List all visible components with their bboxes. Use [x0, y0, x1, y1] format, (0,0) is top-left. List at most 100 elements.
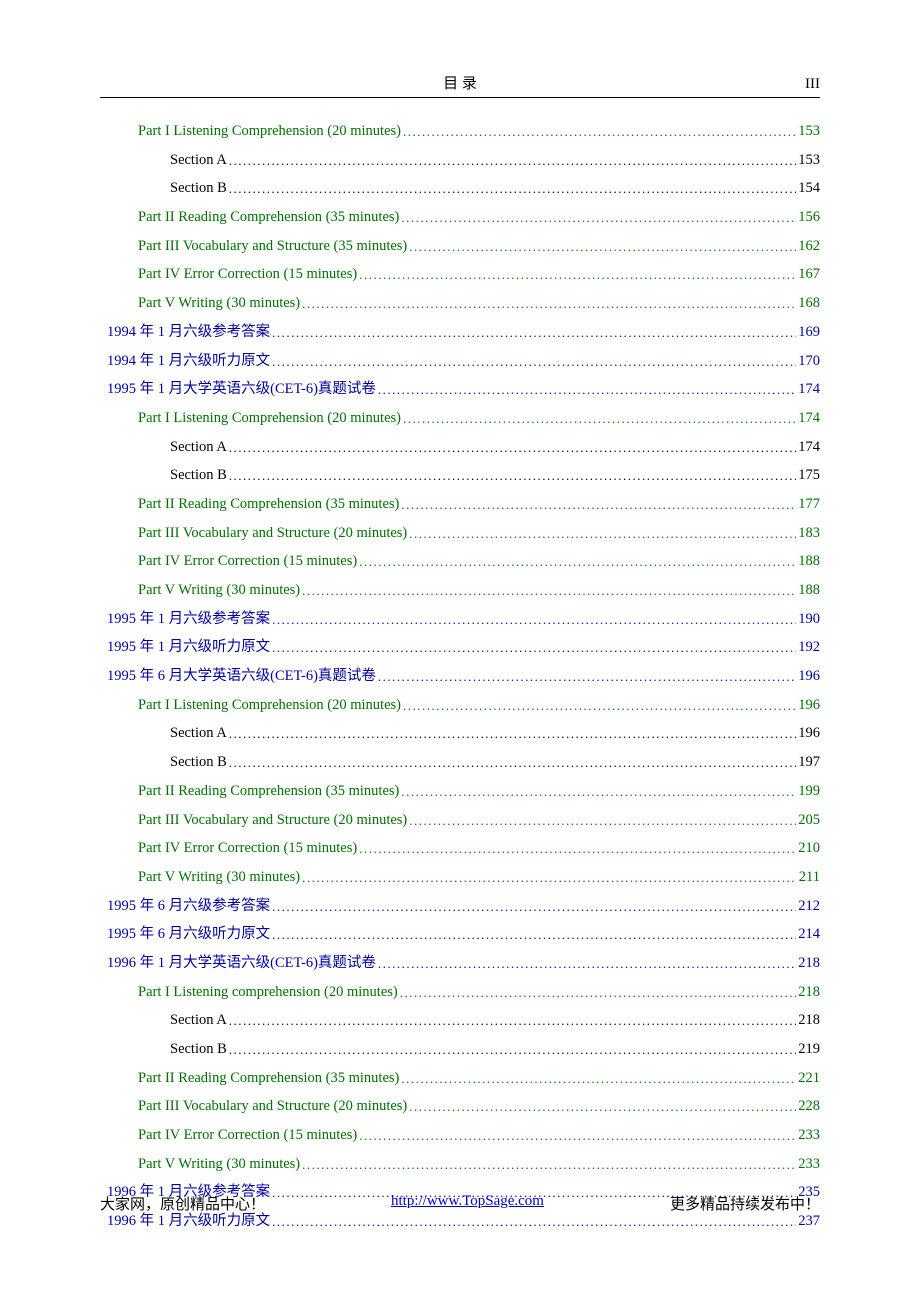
toc-entry[interactable]: Part II Reading Comprehension (35 minute… [100, 497, 820, 512]
toc-entry[interactable]: 1994 年 1 月六级听力原文 170 [100, 354, 820, 369]
toc-entry[interactable]: 1996 年 1 月大学英语六级(CET-6)真题试卷218 [100, 956, 820, 971]
toc-entry-page: 168 [798, 296, 820, 311]
toc-entry[interactable]: Part II Reading Comprehension (35 minute… [100, 1071, 820, 1086]
toc-entry-page: 192 [798, 640, 820, 655]
toc-leader-dots [272, 355, 796, 368]
toc-entry[interactable]: Part IV Error Correction (15 minutes) 210 [100, 841, 820, 856]
toc-leader-dots [272, 641, 796, 654]
toc-entry[interactable]: 1995 年 1 月大学英语六级(CET-6)真题试卷 174 [100, 382, 820, 397]
toc-entry-page: 175 [798, 468, 820, 483]
toc-entry-label: Section B [170, 755, 227, 770]
toc-leader-dots [302, 297, 796, 310]
toc-entry[interactable]: Section B 219 [100, 1042, 820, 1057]
toc-entry[interactable]: Part V Writing (30 minutes)211 [100, 870, 820, 885]
toc-entry[interactable]: Section B154 [100, 181, 820, 196]
toc-entry-label: Part V Writing (30 minutes) [138, 296, 300, 311]
toc-entry-page: 183 [798, 526, 820, 541]
toc-leader-dots [409, 240, 796, 253]
toc-entry[interactable]: Part III Vocabulary and Structure (20 mi… [100, 526, 820, 541]
toc-entry-label: Section A [170, 726, 227, 741]
toc-entry-label: Part I Listening Comprehension (20 minut… [138, 124, 401, 139]
toc-entry[interactable]: 1995 年 6 月六级听力原文 214 [100, 927, 820, 942]
toc-entry[interactable]: 1995 年 1 月六级参考答案190 [100, 612, 820, 627]
toc-entry[interactable]: Part I Listening Comprehension (20 minut… [100, 698, 820, 713]
toc-entry[interactable]: Part V Writing (30 minutes)233 [100, 1157, 820, 1172]
toc-leader-dots [409, 527, 796, 540]
toc-entry-label: Part IV Error Correction (15 minutes) [138, 267, 357, 282]
toc-leader-dots [359, 1129, 796, 1142]
toc-entry-page: 211 [799, 870, 820, 885]
toc-leader-dots [229, 1043, 796, 1056]
toc-entry-page: 170 [798, 354, 820, 369]
page-header: 目 录 III [100, 72, 820, 98]
toc-leader-dots [229, 182, 796, 195]
toc-leader-dots [302, 584, 796, 597]
toc-entry-label: Section B [170, 1042, 227, 1057]
toc-entry-page: 177 [798, 497, 820, 512]
toc-entry[interactable]: Part I Listening Comprehension (20 minut… [100, 124, 820, 139]
toc-entry-label: Part II Reading Comprehension (35 minute… [138, 784, 399, 799]
toc-entry-label: Part III Vocabulary and Structure (20 mi… [138, 1099, 407, 1114]
toc-entry[interactable]: Part V Writing (30 minutes)188 [100, 583, 820, 598]
toc-leader-dots [229, 154, 796, 167]
toc-entry-page: 219 [798, 1042, 820, 1057]
toc-entry-label: 1995 年 1 月大学英语六级(CET-6)真题试卷 [107, 382, 376, 397]
toc-entry[interactable]: Section A174 [100, 440, 820, 455]
toc-entry-label: 1995 年 6 月六级参考答案 [107, 899, 270, 914]
toc-entry-page: 167 [798, 267, 820, 282]
toc-entry-page: 162 [798, 239, 820, 254]
toc-entry[interactable]: Part IV Error Correction (15 minutes) 167 [100, 267, 820, 282]
toc-leader-dots [378, 670, 796, 683]
footer-link[interactable]: http://www.TopSage.com [391, 1193, 544, 1214]
toc-entry[interactable]: Part III Vocabulary and Structure (20 mi… [100, 1099, 820, 1114]
toc-entry[interactable]: Part I Listening comprehension (20 minut… [100, 985, 820, 1000]
toc-entry[interactable]: Part V Writing (30 minutes) 168 [100, 296, 820, 311]
toc-leader-dots [229, 756, 796, 769]
toc-entry[interactable]: 1995 年 1 月六级听力原文192 [100, 640, 820, 655]
toc-entry[interactable]: Section B197 [100, 755, 820, 770]
header-page-number: III [477, 76, 820, 93]
toc-entry[interactable]: Part III Vocabulary and Structure (35 mi… [100, 239, 820, 254]
toc-entry[interactable]: 1995 年 6 月大学英语六级(CET-6)真题试卷196 [100, 669, 820, 684]
toc-leader-dots [272, 928, 796, 941]
toc-entry[interactable]: Section A196 [100, 726, 820, 741]
toc-entry-page: 233 [798, 1128, 820, 1143]
toc-entry-label: 1995 年 6 月六级听力原文 [107, 927, 270, 942]
toc-entry-label: Part III Vocabulary and Structure (35 mi… [138, 239, 407, 254]
toc-leader-dots [409, 814, 796, 827]
toc-entry-label: 1994 年 1 月六级听力原文 [107, 354, 270, 369]
toc-entry[interactable]: Section A 218 [100, 1013, 820, 1028]
toc-entry-page: 218 [798, 1013, 820, 1028]
toc-entry-page: 214 [798, 927, 820, 942]
toc-entry[interactable]: Section A153 [100, 153, 820, 168]
toc-entry-page: 218 [798, 985, 820, 1000]
toc-entry[interactable]: Section B175 [100, 468, 820, 483]
toc-entry-page: 233 [798, 1157, 820, 1172]
toc-entry-page: 196 [798, 669, 820, 684]
toc-entry-page: 210 [798, 841, 820, 856]
toc-entry[interactable]: Part I Listening Comprehension (20 minut… [100, 411, 820, 426]
toc-entry-page: 174 [798, 440, 820, 455]
toc-entry[interactable]: Part III Vocabulary and Structure (20 mi… [100, 813, 820, 828]
toc-entry[interactable]: 1995 年 6 月六级参考答案212 [100, 899, 820, 914]
toc-leader-dots [401, 785, 796, 798]
toc-entry[interactable]: Part IV Error Correction (15 minutes)233 [100, 1128, 820, 1143]
toc-entry-page: 169 [798, 325, 820, 340]
toc-entry[interactable]: 1996 年 1 月六级听力原文237 [100, 1214, 820, 1229]
table-of-contents: Part I Listening Comprehension (20 minut… [100, 124, 820, 1229]
toc-leader-dots [401, 498, 796, 511]
toc-entry[interactable]: Part II Reading Comprehension (35 minute… [100, 210, 820, 225]
toc-entry-page: 190 [798, 612, 820, 627]
toc-entry[interactable]: Part IV Error Correction (15 minutes)188 [100, 554, 820, 569]
toc-entry-page: 153 [798, 153, 820, 168]
toc-leader-dots [302, 871, 797, 884]
toc-entry[interactable]: 1994 年 1 月六级参考答案169 [100, 325, 820, 340]
toc-entry-label: Part II Reading Comprehension (35 minute… [138, 1071, 399, 1086]
toc-entry-label: Part IV Error Correction (15 minutes) [138, 841, 357, 856]
toc-leader-dots [400, 986, 797, 999]
toc-entry-label: 1996 年 1 月六级听力原文 [107, 1214, 270, 1229]
toc-entry[interactable]: Part II Reading Comprehension (35 minute… [100, 784, 820, 799]
toc-leader-dots [359, 555, 796, 568]
toc-entry-label: Section A [170, 1013, 227, 1028]
toc-entry-page: 174 [798, 382, 820, 397]
